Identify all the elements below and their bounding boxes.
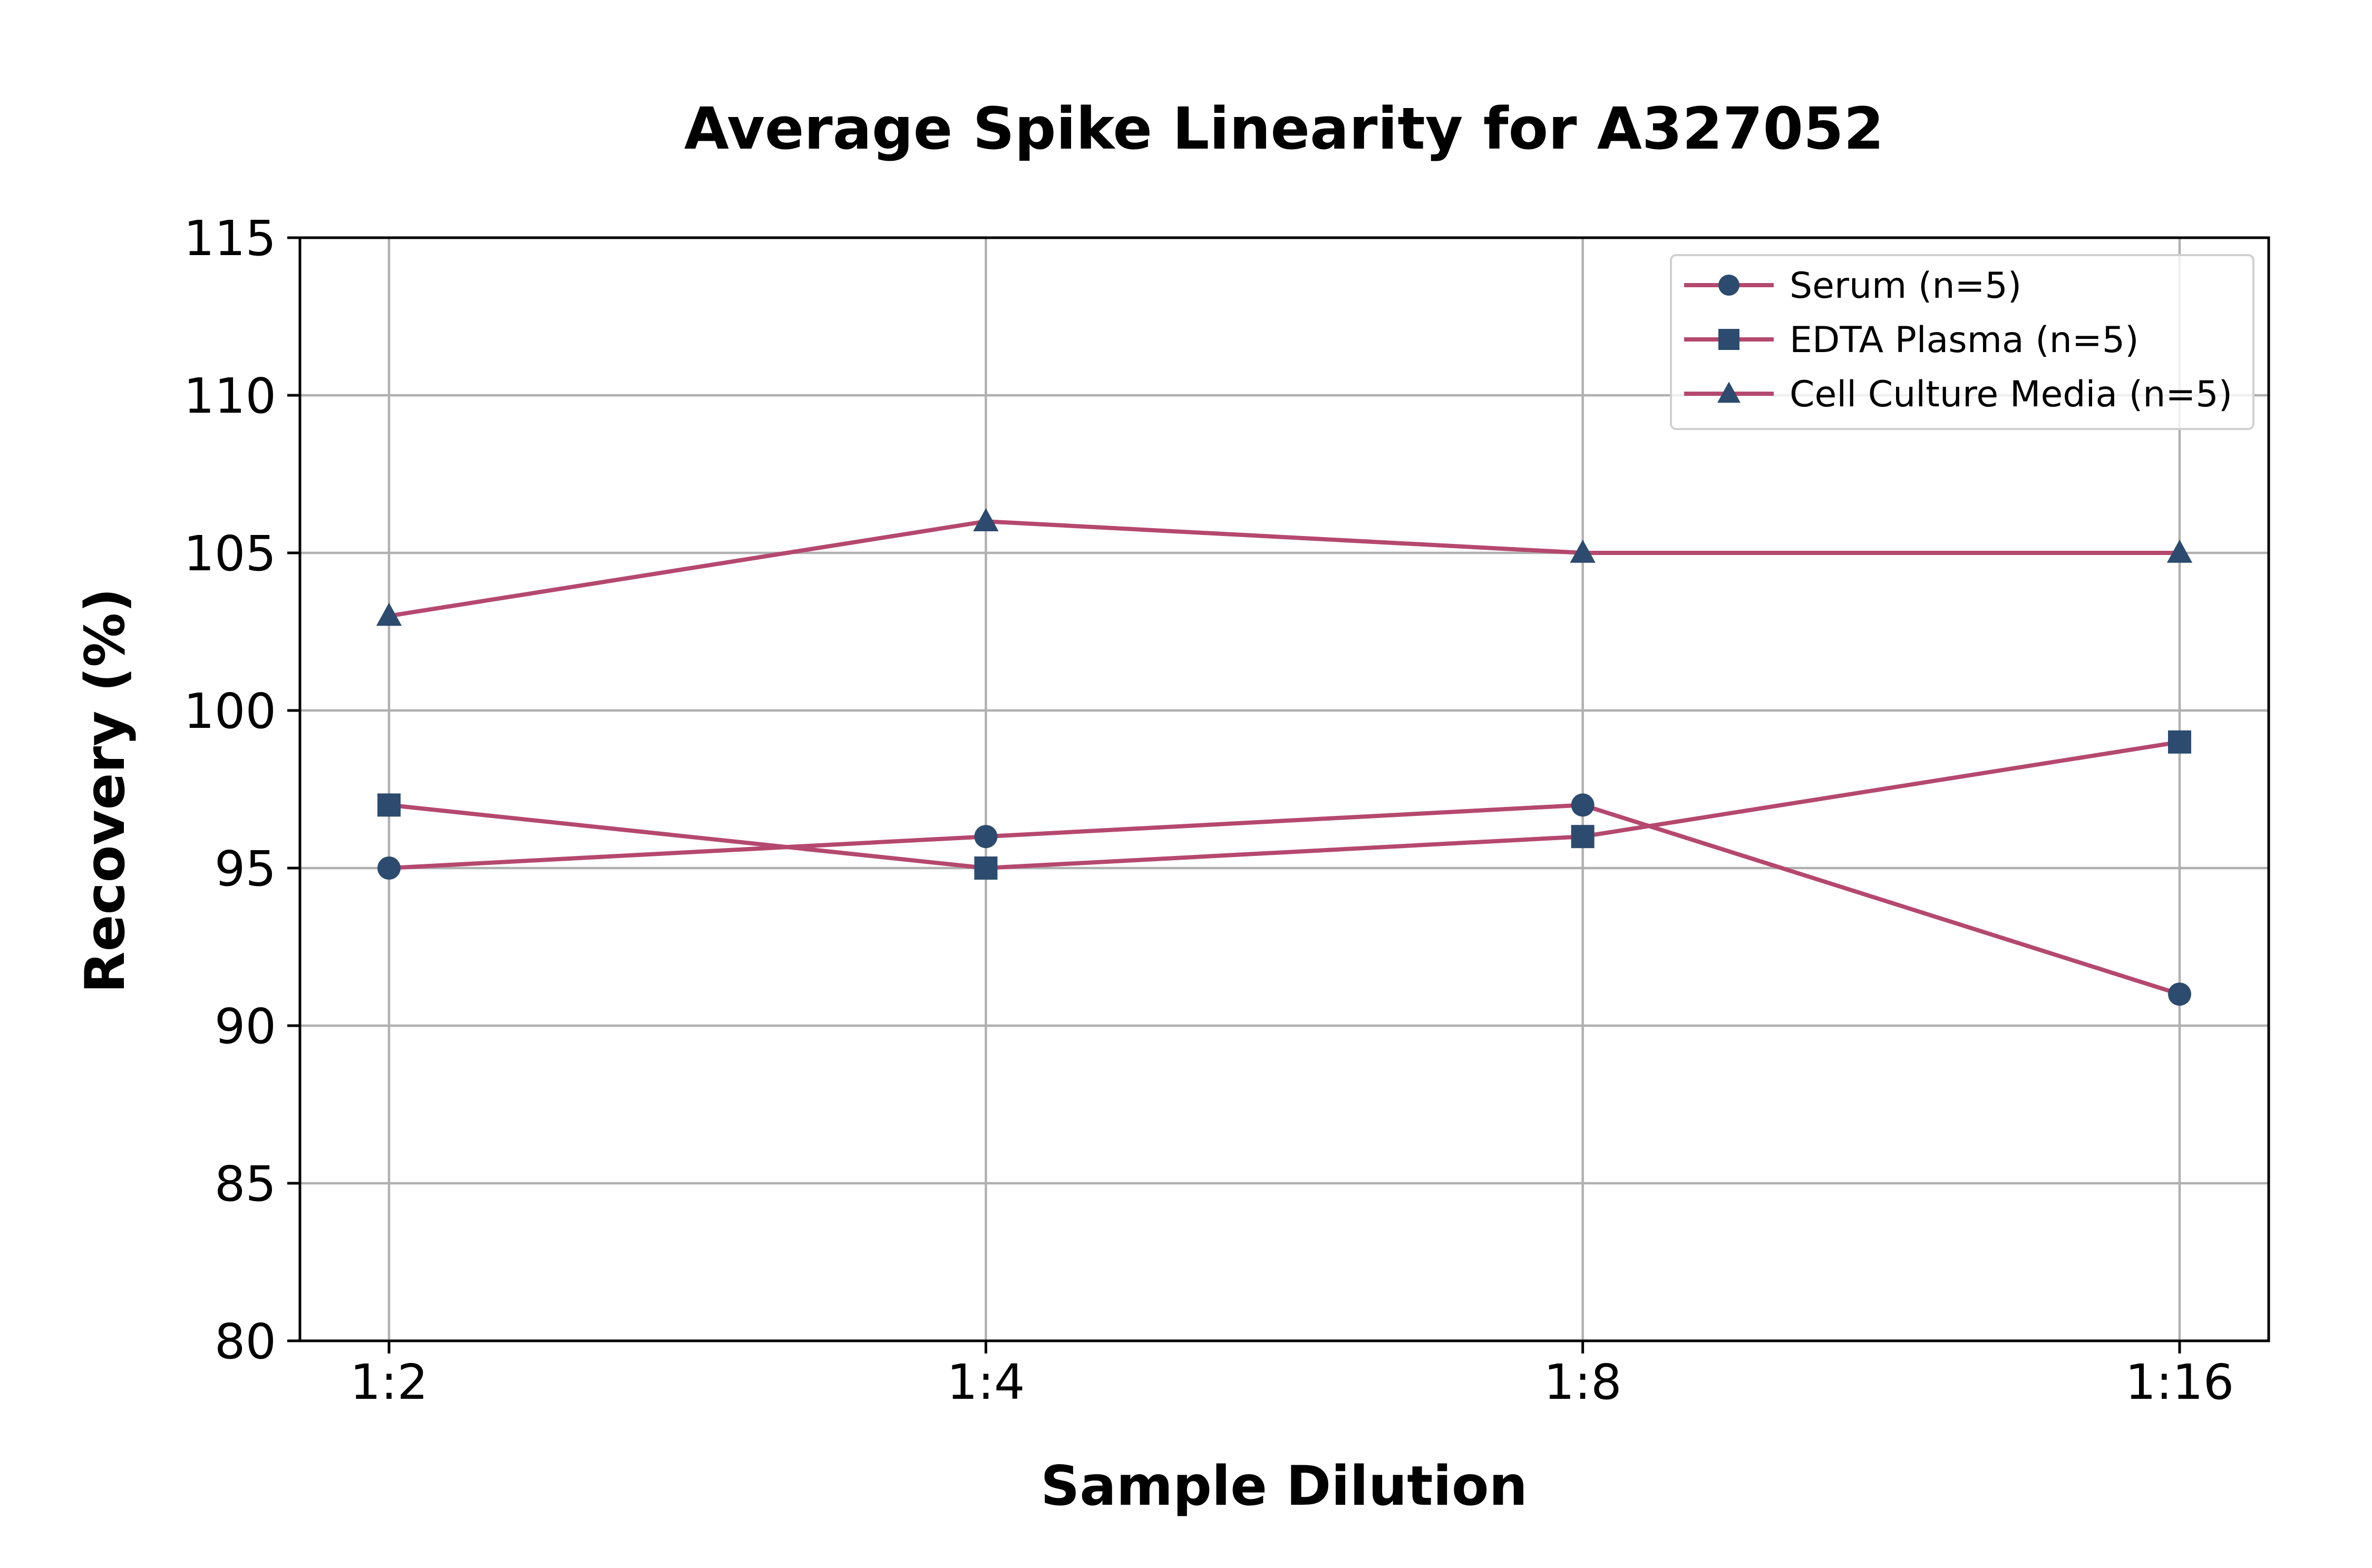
y-tick-label: 95 [215, 841, 276, 897]
legend-box [1670, 254, 2254, 430]
series-2 [377, 730, 2191, 880]
legend-marker [1718, 329, 1739, 350]
y-tick-label: 100 [183, 683, 276, 739]
y-tick-label: 80 [215, 1313, 276, 1370]
data-point [2166, 539, 2193, 563]
chart-title: Average Spike Linearity for A327052 [684, 95, 1884, 162]
y-tick-label: 105 [183, 525, 276, 582]
series-1 [377, 793, 2191, 1006]
data-point [1571, 825, 1595, 849]
data-point [377, 856, 401, 880]
y-tick-label: 85 [215, 1156, 276, 1212]
ticks-layer: 1:2 1:4 1:8 1:16 80 85 90 95 100 105 110 115 [183, 210, 2234, 1410]
data-point [2168, 730, 2191, 754]
plot-frame [298, 236, 2270, 1342]
series-3 [376, 508, 2193, 626]
legend-marker [1717, 382, 1741, 403]
data-point [2168, 982, 2191, 1006]
legend-label: Cell Culture Media (n=5) [1790, 374, 2232, 415]
y-tick-label: 115 [183, 210, 276, 267]
series-line [388, 803, 2181, 997]
data-point [376, 602, 402, 626]
series-line [388, 739, 2180, 870]
legend: Serum (n=5) EDTA Plasma (n=5) Cell Culture… [1670, 254, 2254, 430]
x-tick-label: 1:2 [350, 1354, 428, 1410]
x-tick-label: 1:8 [1544, 1354, 1622, 1410]
x-axis-label: Sample Dilution [1041, 1455, 1528, 1518]
data-point [974, 825, 998, 849]
legend-item: Cell Culture Media (n=5) [1684, 374, 2232, 415]
series-line [388, 519, 2180, 618]
legend-label: Serum (n=5) [1790, 265, 2021, 307]
y-tick-label: 110 [183, 368, 276, 424]
y-tick-label: 90 [215, 998, 276, 1055]
data-point [973, 508, 999, 532]
legend-item: EDTA Plasma (n=5) [1684, 319, 2139, 361]
data-point [1571, 793, 1595, 817]
x-tick-label: 1:16 [2125, 1354, 2234, 1410]
y-axis-label: Recovery (%) [74, 588, 137, 993]
legend-label: EDTA Plasma (n=5) [1790, 319, 2139, 361]
data-point [974, 856, 998, 880]
series-layer [376, 508, 2193, 1006]
legend-marker [1718, 275, 1739, 296]
data-point [377, 793, 401, 817]
x-tick-label: 1:4 [947, 1354, 1025, 1410]
data-point [1570, 539, 1596, 563]
legend-item: Serum (n=5) [1684, 265, 2021, 307]
